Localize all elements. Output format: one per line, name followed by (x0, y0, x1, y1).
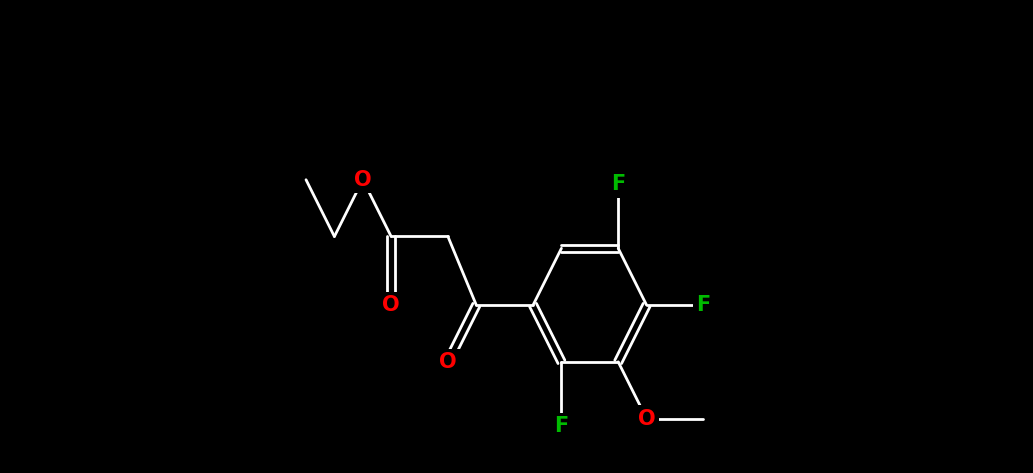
Text: O: O (354, 170, 372, 190)
Text: F: F (555, 416, 568, 436)
Text: F: F (696, 295, 711, 315)
Text: O: O (382, 295, 400, 315)
Text: F: F (612, 175, 625, 194)
Text: O: O (439, 352, 457, 372)
Text: O: O (637, 409, 655, 429)
